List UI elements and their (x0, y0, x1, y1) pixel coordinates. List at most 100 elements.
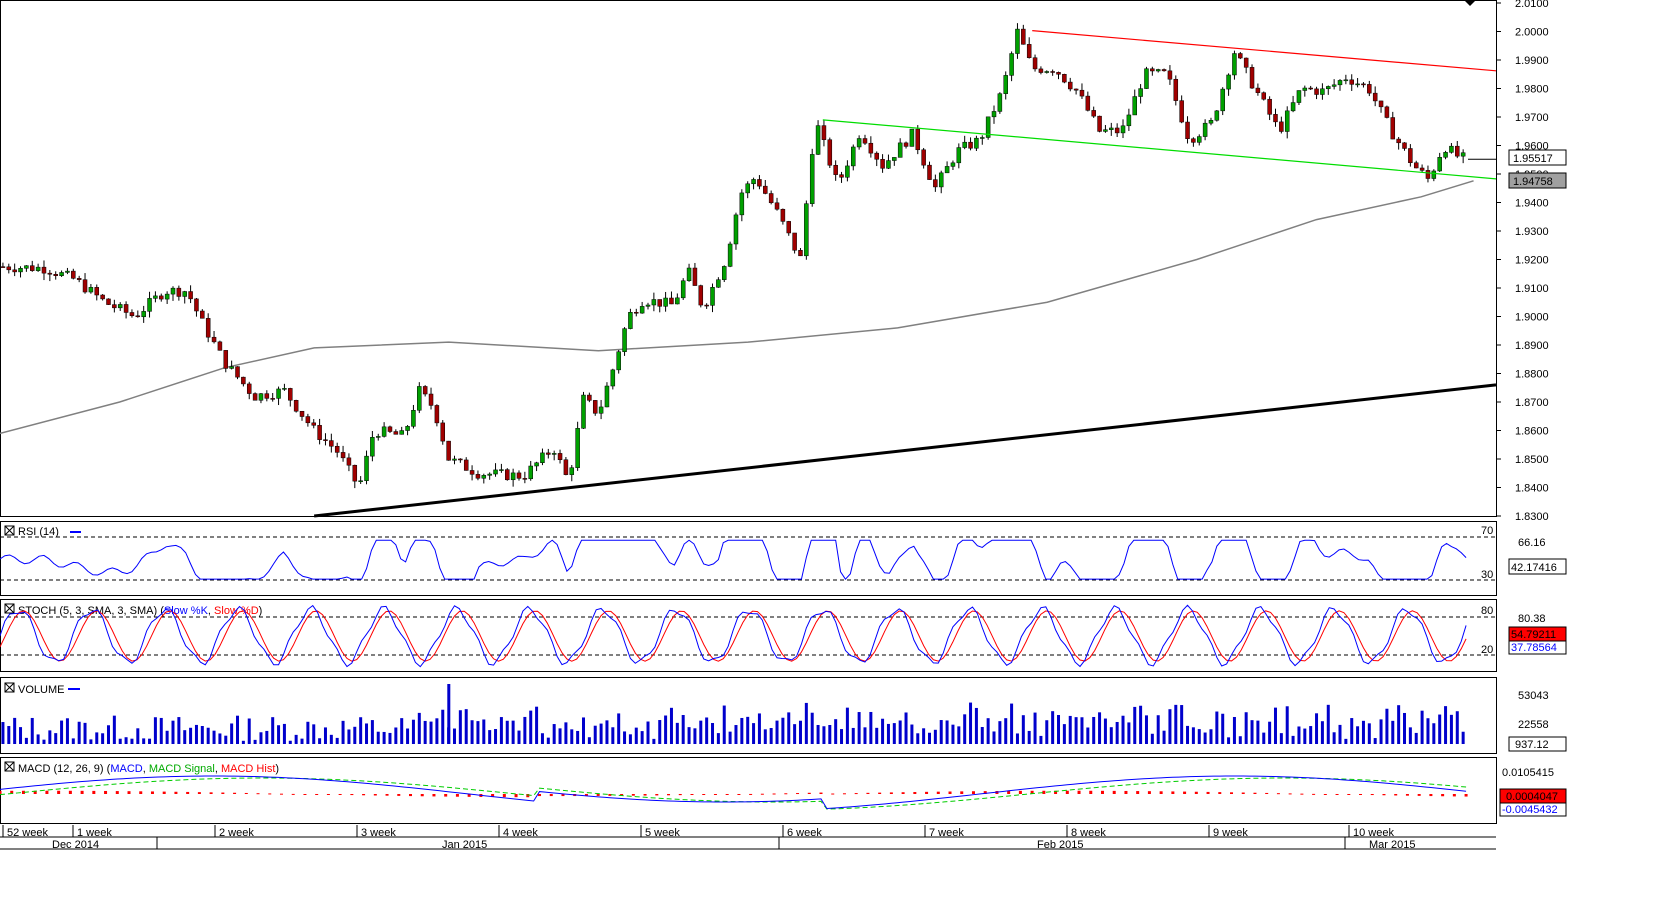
volume-bar (470, 720, 474, 744)
candle-body (1079, 89, 1085, 97)
volume-bar (429, 721, 433, 744)
volume-bar (1444, 706, 1448, 744)
candle-body (985, 116, 991, 138)
candle-body (804, 203, 809, 257)
macd-hist-bar (1323, 794, 1327, 795)
macd-panel[interactable]: MACD (12, 26, 9) (MACD, MACD Signal, MAC… (0, 757, 1567, 824)
volume-bar (1273, 707, 1277, 744)
candle-body (739, 192, 745, 216)
macd-hist-bar (631, 794, 635, 796)
volume-bar (576, 730, 580, 744)
candle-body (1208, 120, 1214, 124)
volume-bar (1144, 715, 1148, 744)
volume-bar (1320, 721, 1324, 744)
volume-bar (886, 723, 890, 744)
volume-bar (834, 719, 838, 744)
macd-hist-bar (725, 794, 729, 795)
price-panel[interactable]: 2.01002.00001.99001.98001.97001.96001.95… (0, 0, 1567, 523)
volume-bar (1068, 715, 1072, 744)
scroll-marker-icon[interactable] (1464, 0, 1476, 6)
stoch-panel[interactable]: STOCH (5, 3, SMA, 3, SMA) (Slow %K, Slow… (0, 599, 1567, 672)
volume-bar (611, 727, 615, 744)
candle-body (164, 293, 170, 300)
volume-bar (535, 706, 539, 744)
candle-body (276, 388, 281, 399)
macd-hist-bar (936, 791, 940, 794)
candle-body (387, 426, 393, 432)
volume-bar (763, 729, 767, 744)
macd-hist-bar (1265, 792, 1269, 794)
macd-hist-bar (842, 793, 846, 795)
macd-axis-label: 0.0105415 (1502, 767, 1554, 779)
volume-bar (623, 731, 627, 744)
volume-bar (1156, 715, 1160, 744)
candle-body (147, 298, 152, 312)
volume-bar (992, 731, 996, 744)
candle-body (1214, 110, 1220, 121)
volume-bar (769, 728, 773, 744)
candle-body (516, 472, 522, 479)
volume-bar (1033, 712, 1037, 744)
macd-hist-bar (983, 791, 987, 794)
macd-hist-bar (1065, 790, 1069, 794)
macd-hist-bar (256, 793, 260, 795)
volume-bar (458, 710, 462, 744)
volume-bar (1420, 710, 1424, 744)
volume-panel[interactable]: VOLUME 53043 22558 937.12 (0, 677, 1567, 754)
volume-value-label: 937.12 (1515, 739, 1549, 751)
candle-body (628, 312, 633, 329)
candle-body (1419, 167, 1425, 171)
volume-bar (1103, 718, 1107, 744)
week-label: 10 week (1353, 827, 1394, 839)
candle-body (604, 385, 610, 408)
volume-bar (969, 702, 973, 744)
macd-hist-bar (45, 790, 49, 794)
volume-bar (60, 720, 64, 744)
volume-bar (693, 728, 697, 744)
candle-body (915, 128, 921, 151)
macd-hist-bar (1171, 791, 1175, 794)
volume-bar (875, 727, 879, 744)
volume-bar (904, 712, 908, 744)
candle-body (557, 453, 563, 460)
volume-bar (540, 733, 544, 744)
candle-body (293, 400, 299, 412)
volume-bar (200, 726, 204, 744)
volume-bar (793, 724, 797, 744)
volume-bar (1186, 725, 1190, 744)
volume-bar (452, 728, 456, 744)
candle-body (721, 266, 727, 280)
candle-body (1109, 127, 1114, 130)
volume-bar (1332, 732, 1336, 744)
macd-hist-bar (115, 791, 119, 794)
candle-body (112, 304, 117, 309)
candle-body (809, 154, 815, 204)
week-label: 2 week (219, 827, 254, 839)
macd-hist-bar (596, 794, 600, 796)
volume-bar (1203, 732, 1207, 744)
volume-bar (1262, 732, 1266, 744)
volume-bar (476, 721, 480, 744)
macd-hist-bar (925, 791, 929, 794)
volume-bar (1139, 705, 1143, 744)
candle-body (334, 445, 340, 453)
candle-body (575, 428, 580, 468)
price-tick-label: 1.9900 (1515, 55, 1549, 67)
macd-hist-bar (150, 791, 154, 794)
volume-bar (318, 738, 322, 744)
candle-body (1220, 88, 1225, 112)
month-label: Dec 2014 (52, 839, 99, 851)
candle-body (141, 311, 146, 318)
volume-bar (124, 737, 128, 744)
volume-bar (1004, 718, 1008, 744)
macd-hist-bar (854, 793, 858, 795)
macd-hist-bar (197, 792, 201, 794)
volume-bar (646, 721, 650, 744)
rsi-panel[interactable]: RSI (14) 70 30 66.16 42.17416 (0, 521, 1567, 596)
candle-body (329, 440, 334, 447)
candle-body (1044, 71, 1050, 73)
candle-body (463, 459, 469, 471)
volume-bar (1385, 708, 1389, 744)
volume-bar (1238, 736, 1242, 744)
